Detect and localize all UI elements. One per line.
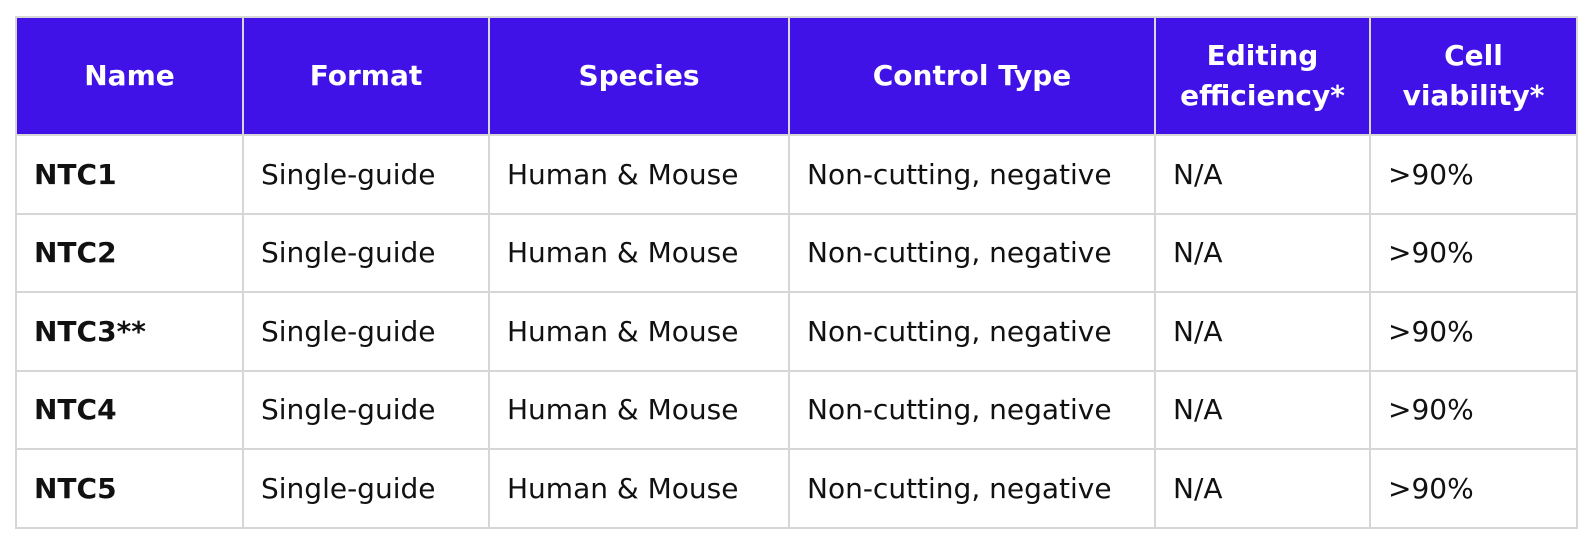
cell-format: Single-guide	[242, 134, 490, 215]
cell-cell-viability: >90%	[1369, 291, 1578, 372]
header-name: Name	[15, 16, 244, 136]
header-row: Name Format Species Control Type Editing…	[15, 16, 1578, 136]
cell-format: Single-guide	[242, 212, 490, 293]
cell-format: Single-guide	[242, 369, 490, 450]
cell-name: NTC2	[15, 212, 244, 293]
table-row: NTC1 Single-guide Human & Mouse Non-cutt…	[15, 134, 1578, 215]
table-row: NTC4 Single-guide Human & Mouse Non-cutt…	[15, 369, 1578, 450]
cell-format: Single-guide	[242, 448, 490, 529]
cell-control-type: Non-cutting, negative	[788, 134, 1156, 215]
cell-control-type: Non-cutting, negative	[788, 291, 1156, 372]
header-editing-efficiency: Editing efficiency*	[1154, 16, 1371, 136]
cell-editing-efficiency: N/A	[1154, 369, 1371, 450]
cell-species: Human & Mouse	[488, 212, 790, 293]
header-control-type: Control Type	[788, 16, 1156, 136]
table-body: NTC1 Single-guide Human & Mouse Non-cutt…	[15, 134, 1578, 529]
cell-species: Human & Mouse	[488, 448, 790, 529]
table-row: NTC2 Single-guide Human & Mouse Non-cutt…	[15, 212, 1578, 293]
cell-cell-viability: >90%	[1369, 212, 1578, 293]
cell-editing-efficiency: N/A	[1154, 291, 1371, 372]
cell-control-type: Non-cutting, negative	[788, 448, 1156, 529]
cell-control-type: Non-cutting, negative	[788, 369, 1156, 450]
cell-editing-efficiency: N/A	[1154, 212, 1371, 293]
cell-editing-efficiency: N/A	[1154, 134, 1371, 215]
cell-species: Human & Mouse	[488, 369, 790, 450]
header-species: Species	[488, 16, 790, 136]
control-table-container: Name Format Species Control Type Editing…	[15, 16, 1578, 529]
cell-cell-viability: >90%	[1369, 448, 1578, 529]
table-row: NTC5 Single-guide Human & Mouse Non-cutt…	[15, 448, 1578, 529]
header-format: Format	[242, 16, 490, 136]
table-header: Name Format Species Control Type Editing…	[15, 16, 1578, 136]
control-guides-table: Name Format Species Control Type Editing…	[15, 16, 1578, 529]
cell-cell-viability: >90%	[1369, 134, 1578, 215]
cell-species: Human & Mouse	[488, 291, 790, 372]
cell-control-type: Non-cutting, negative	[788, 212, 1156, 293]
cell-editing-efficiency: N/A	[1154, 448, 1371, 529]
header-cell-viability: Cell viability*	[1369, 16, 1578, 136]
cell-name: NTC1	[15, 134, 244, 215]
cell-name: NTC5	[15, 448, 244, 529]
cell-cell-viability: >90%	[1369, 369, 1578, 450]
cell-name: NTC3**	[15, 291, 244, 372]
table-row: NTC3** Single-guide Human & Mouse Non-cu…	[15, 291, 1578, 372]
cell-species: Human & Mouse	[488, 134, 790, 215]
cell-format: Single-guide	[242, 291, 490, 372]
cell-name: NTC4	[15, 369, 244, 450]
